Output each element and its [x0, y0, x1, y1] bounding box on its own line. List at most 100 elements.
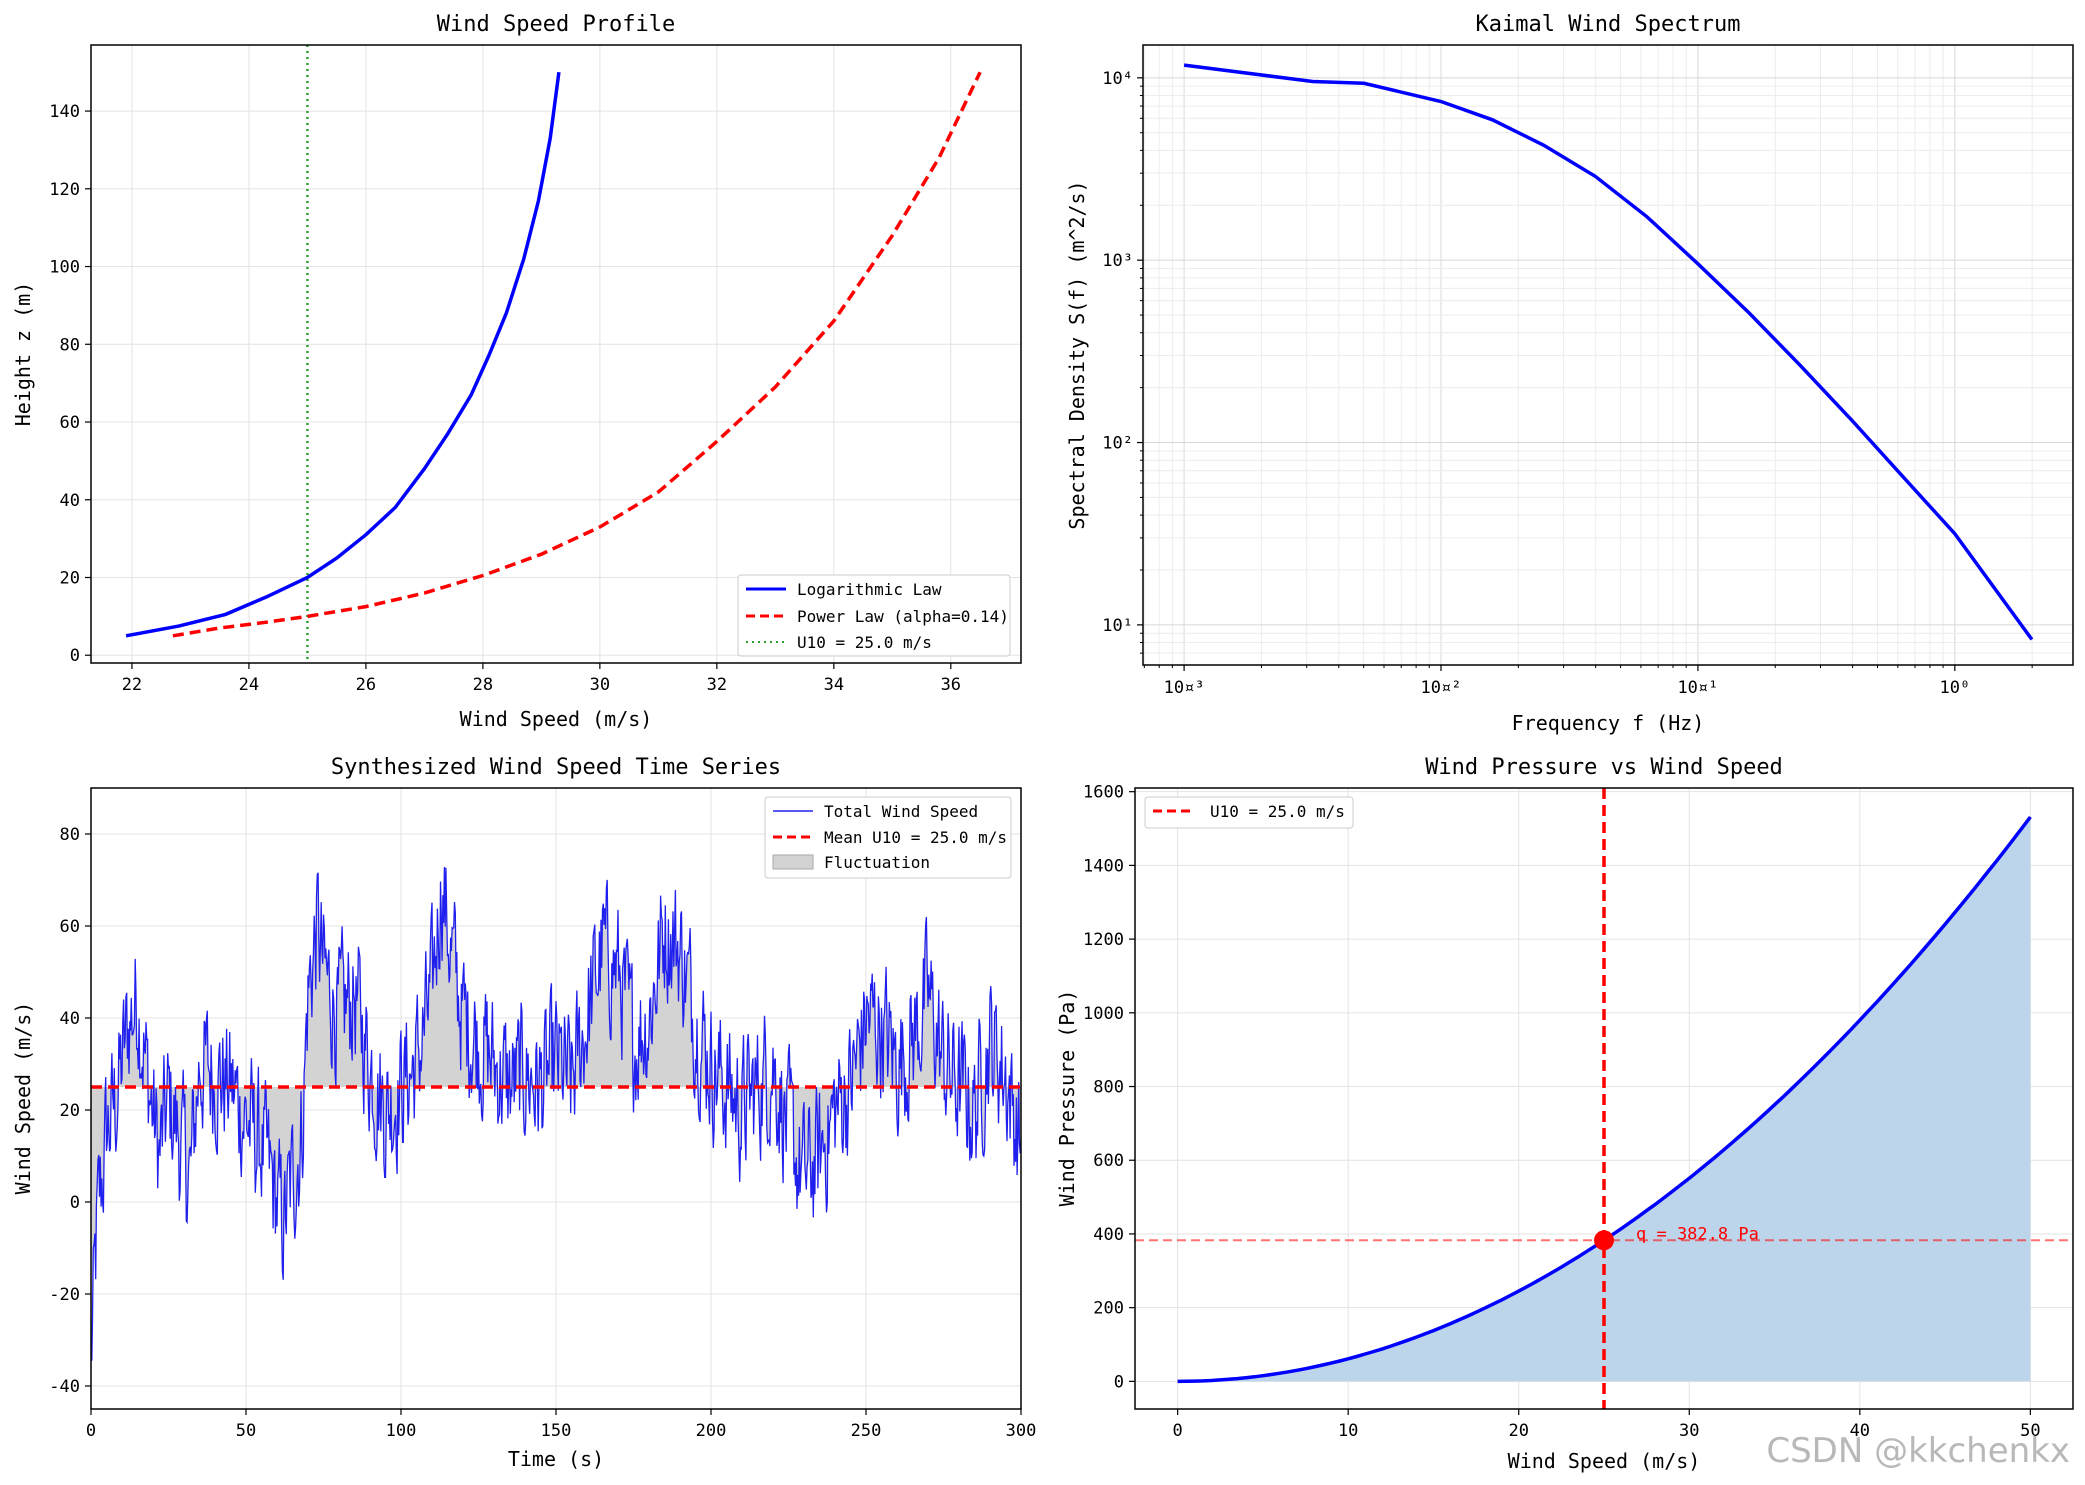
spectrum-title: Kaimal Wind Spectrum [1476, 12, 1741, 37]
timeseries-ticks: 0 50 100 150 200 250 300 -40 -20 0 20 40 60 80 [49, 825, 1036, 1441]
pressure-marker [1594, 1230, 1614, 1251]
pressure-xlabel: Wind Speed (m/s) [1508, 1449, 1701, 1473]
timeseries-total-line [91, 866, 1021, 1361]
profile-ytick-label: 120 [49, 180, 80, 200]
timeseries-xtick-label: 250 [851, 1421, 882, 1441]
timeseries-plot-area [91, 866, 1021, 1361]
pressure-ytick-label: 400 [1093, 1225, 1124, 1245]
pressure-panel: Wind Pressure vs Wind Speed 0 10 20 30 40 500… [1055, 755, 2074, 1473]
timeseries-grid [90, 788, 1022, 1409]
profile-plot-area [125, 45, 982, 663]
profile-xtick-label: 36 [941, 675, 961, 695]
pressure-ytick-label: 1600 [1083, 783, 1124, 803]
profile-ytick-label: 80 [60, 335, 80, 355]
profile-legend: Logarithmic Law Power Law (alpha=0.14) U… [737, 574, 1011, 657]
legend-swatch-fluct [772, 854, 814, 870]
spectrum-plot-area [1183, 63, 2034, 641]
legend-label-power: Power Law (alpha=0.14) [797, 607, 1009, 626]
legend-label-u10: U10 = 25.0 m/s [797, 633, 932, 652]
timeseries-ylabel: Wind Speed (m/s) [11, 1002, 35, 1195]
profile-ylabel: Height z (m) [11, 282, 35, 427]
pressure-xtick-label: 20 [1508, 1421, 1528, 1441]
timeseries-ytick-label: -40 [49, 1377, 80, 1397]
profile-axes-frame [90, 44, 1022, 664]
profile-xlabel: Wind Speed (m/s) [460, 707, 653, 731]
timeseries-xtick-label: 0 [86, 1421, 96, 1441]
profile-ytick-label: 20 [60, 568, 80, 588]
timeseries-ytick-label: 40 [60, 1009, 80, 1029]
timeseries-fluctuation-area [91, 867, 1021, 1361]
watermark: CSDN @kkchenkx [1766, 1431, 2070, 1471]
profile-ytick-label: 140 [49, 102, 80, 122]
timeseries-ytick-label: 80 [60, 825, 80, 845]
profile-power-law-line [172, 71, 982, 638]
profile-xtick-label: 32 [707, 675, 727, 695]
timeseries-xlabel: Time (s) [508, 1447, 604, 1471]
timeseries-title: Synthesized Wind Speed Time Series [331, 755, 781, 780]
spectrum-xtick-label: 10¤¹ [1677, 678, 1718, 698]
timeseries-ytick-label: 0 [70, 1193, 80, 1213]
pressure-xtick-label: 0 [1173, 1421, 1183, 1441]
spectrum-ticks: 10¤³ 10¤² 10¤¹ 10⁰ 10¹ 10² 10³ 10⁴ [1102, 69, 2033, 698]
profile-ytick-label: 60 [60, 413, 80, 433]
spectrum-ytick-label: 10¹ [1102, 616, 1133, 636]
pressure-xtick-label: 50 [2020, 1421, 2040, 1441]
pressure-annotation: q = 382.8 Pa [1636, 1224, 1759, 1244]
pressure-ytick-label: 0 [1114, 1372, 1124, 1392]
timeseries-xtick-label: 50 [236, 1421, 256, 1441]
pressure-ylabel: Wind Pressure (Pa) [1055, 990, 1079, 1207]
spectrum-kaimal-line [1183, 63, 2034, 641]
pressure-xtick-label: 10 [1338, 1421, 1358, 1441]
legend-label-u10-pressure: U10 = 25.0 m/s [1210, 802, 1345, 821]
profile-xtick-label: 28 [473, 675, 493, 695]
pressure-ytick-label: 1200 [1083, 930, 1124, 950]
pressure-xtick-label: 40 [1850, 1421, 1870, 1441]
timeseries-panel: Synthesized Wind Speed Time Series 0 50 10… [11, 755, 1036, 1471]
legend-label-mean: Mean U10 = 25.0 m/s [824, 828, 1007, 847]
pressure-ytick-label: 200 [1093, 1299, 1124, 1319]
timeseries-xtick-label: 150 [541, 1421, 572, 1441]
timeseries-legend: Total Wind Speed Mean U10 = 25.0 m/s Flu… [764, 796, 1012, 879]
timeseries-ytick-label: 20 [60, 1101, 80, 1121]
legend-label-log: Logarithmic Law [797, 580, 942, 599]
profile-panel: Wind Speed Profile 22 24 26 28 30 32 34 36 0 20 40… [11, 12, 1022, 731]
pressure-axes-frame [1134, 787, 2074, 1410]
profile-xtick-label: 34 [824, 675, 844, 695]
spectrum-xtick-label: 10⁰ [1939, 678, 1970, 698]
profile-xtick-label: 26 [356, 675, 376, 695]
profile-ytick-label: 40 [60, 491, 80, 511]
pressure-ytick-label: 600 [1093, 1151, 1124, 1171]
profile-title: Wind Speed Profile [437, 12, 675, 37]
pressure-xtick-label: 30 [1679, 1421, 1699, 1441]
profile-ytick-label: 100 [49, 258, 80, 278]
pressure-ytick-label: 1400 [1083, 856, 1124, 876]
profile-xtick-label: 22 [122, 675, 142, 695]
pressure-ticks: 0 10 20 30 40 50 0 200 400 600 800 1000 1200 1400 1600 [1083, 783, 2041, 1441]
spectrum-xtick-label: 10¤² [1421, 678, 1462, 698]
pressure-plot-area [1135, 788, 2073, 1409]
spectrum-grid [1143, 45, 2073, 665]
profile-grid [91, 45, 1021, 663]
profile-log-law-line [125, 71, 561, 638]
pressure-ytick-label: 1000 [1083, 1004, 1124, 1024]
spectrum-xlabel: Frequency f (Hz) [1512, 711, 1705, 735]
timeseries-xtick-label: 100 [386, 1421, 417, 1441]
timeseries-ytick-label: -20 [49, 1285, 80, 1305]
pressure-title: Wind Pressure vs Wind Speed [1425, 755, 1783, 780]
timeseries-xtick-label: 200 [696, 1421, 727, 1441]
pressure-ytick-label: 800 [1093, 1078, 1124, 1098]
spectrum-xtick-label: 10¤³ [1164, 678, 1205, 698]
timeseries-ytick-label: 60 [60, 917, 80, 937]
timeseries-xtick-label: 300 [1006, 1421, 1037, 1441]
pressure-fill-area [1177, 817, 2031, 1382]
spectrum-panel: Kaimal Wind Spectrum 10¤³ 10¤² 10¤¹ 10⁰ 10¹ 1… [1065, 12, 2074, 735]
legend-label-fluct: Fluctuation [824, 853, 930, 872]
spectrum-ylabel: Spectral Density S(f) (m^2/s) [1065, 180, 1089, 529]
spectrum-ytick-label: 10² [1102, 434, 1133, 454]
profile-xtick-label: 24 [239, 675, 259, 695]
pressure-legend: U10 = 25.0 m/s [1144, 796, 1354, 829]
spectrum-axes-frame [1142, 44, 2074, 666]
profile-ytick-label: 0 [70, 646, 80, 666]
spectrum-ytick-label: 10⁴ [1102, 69, 1133, 89]
